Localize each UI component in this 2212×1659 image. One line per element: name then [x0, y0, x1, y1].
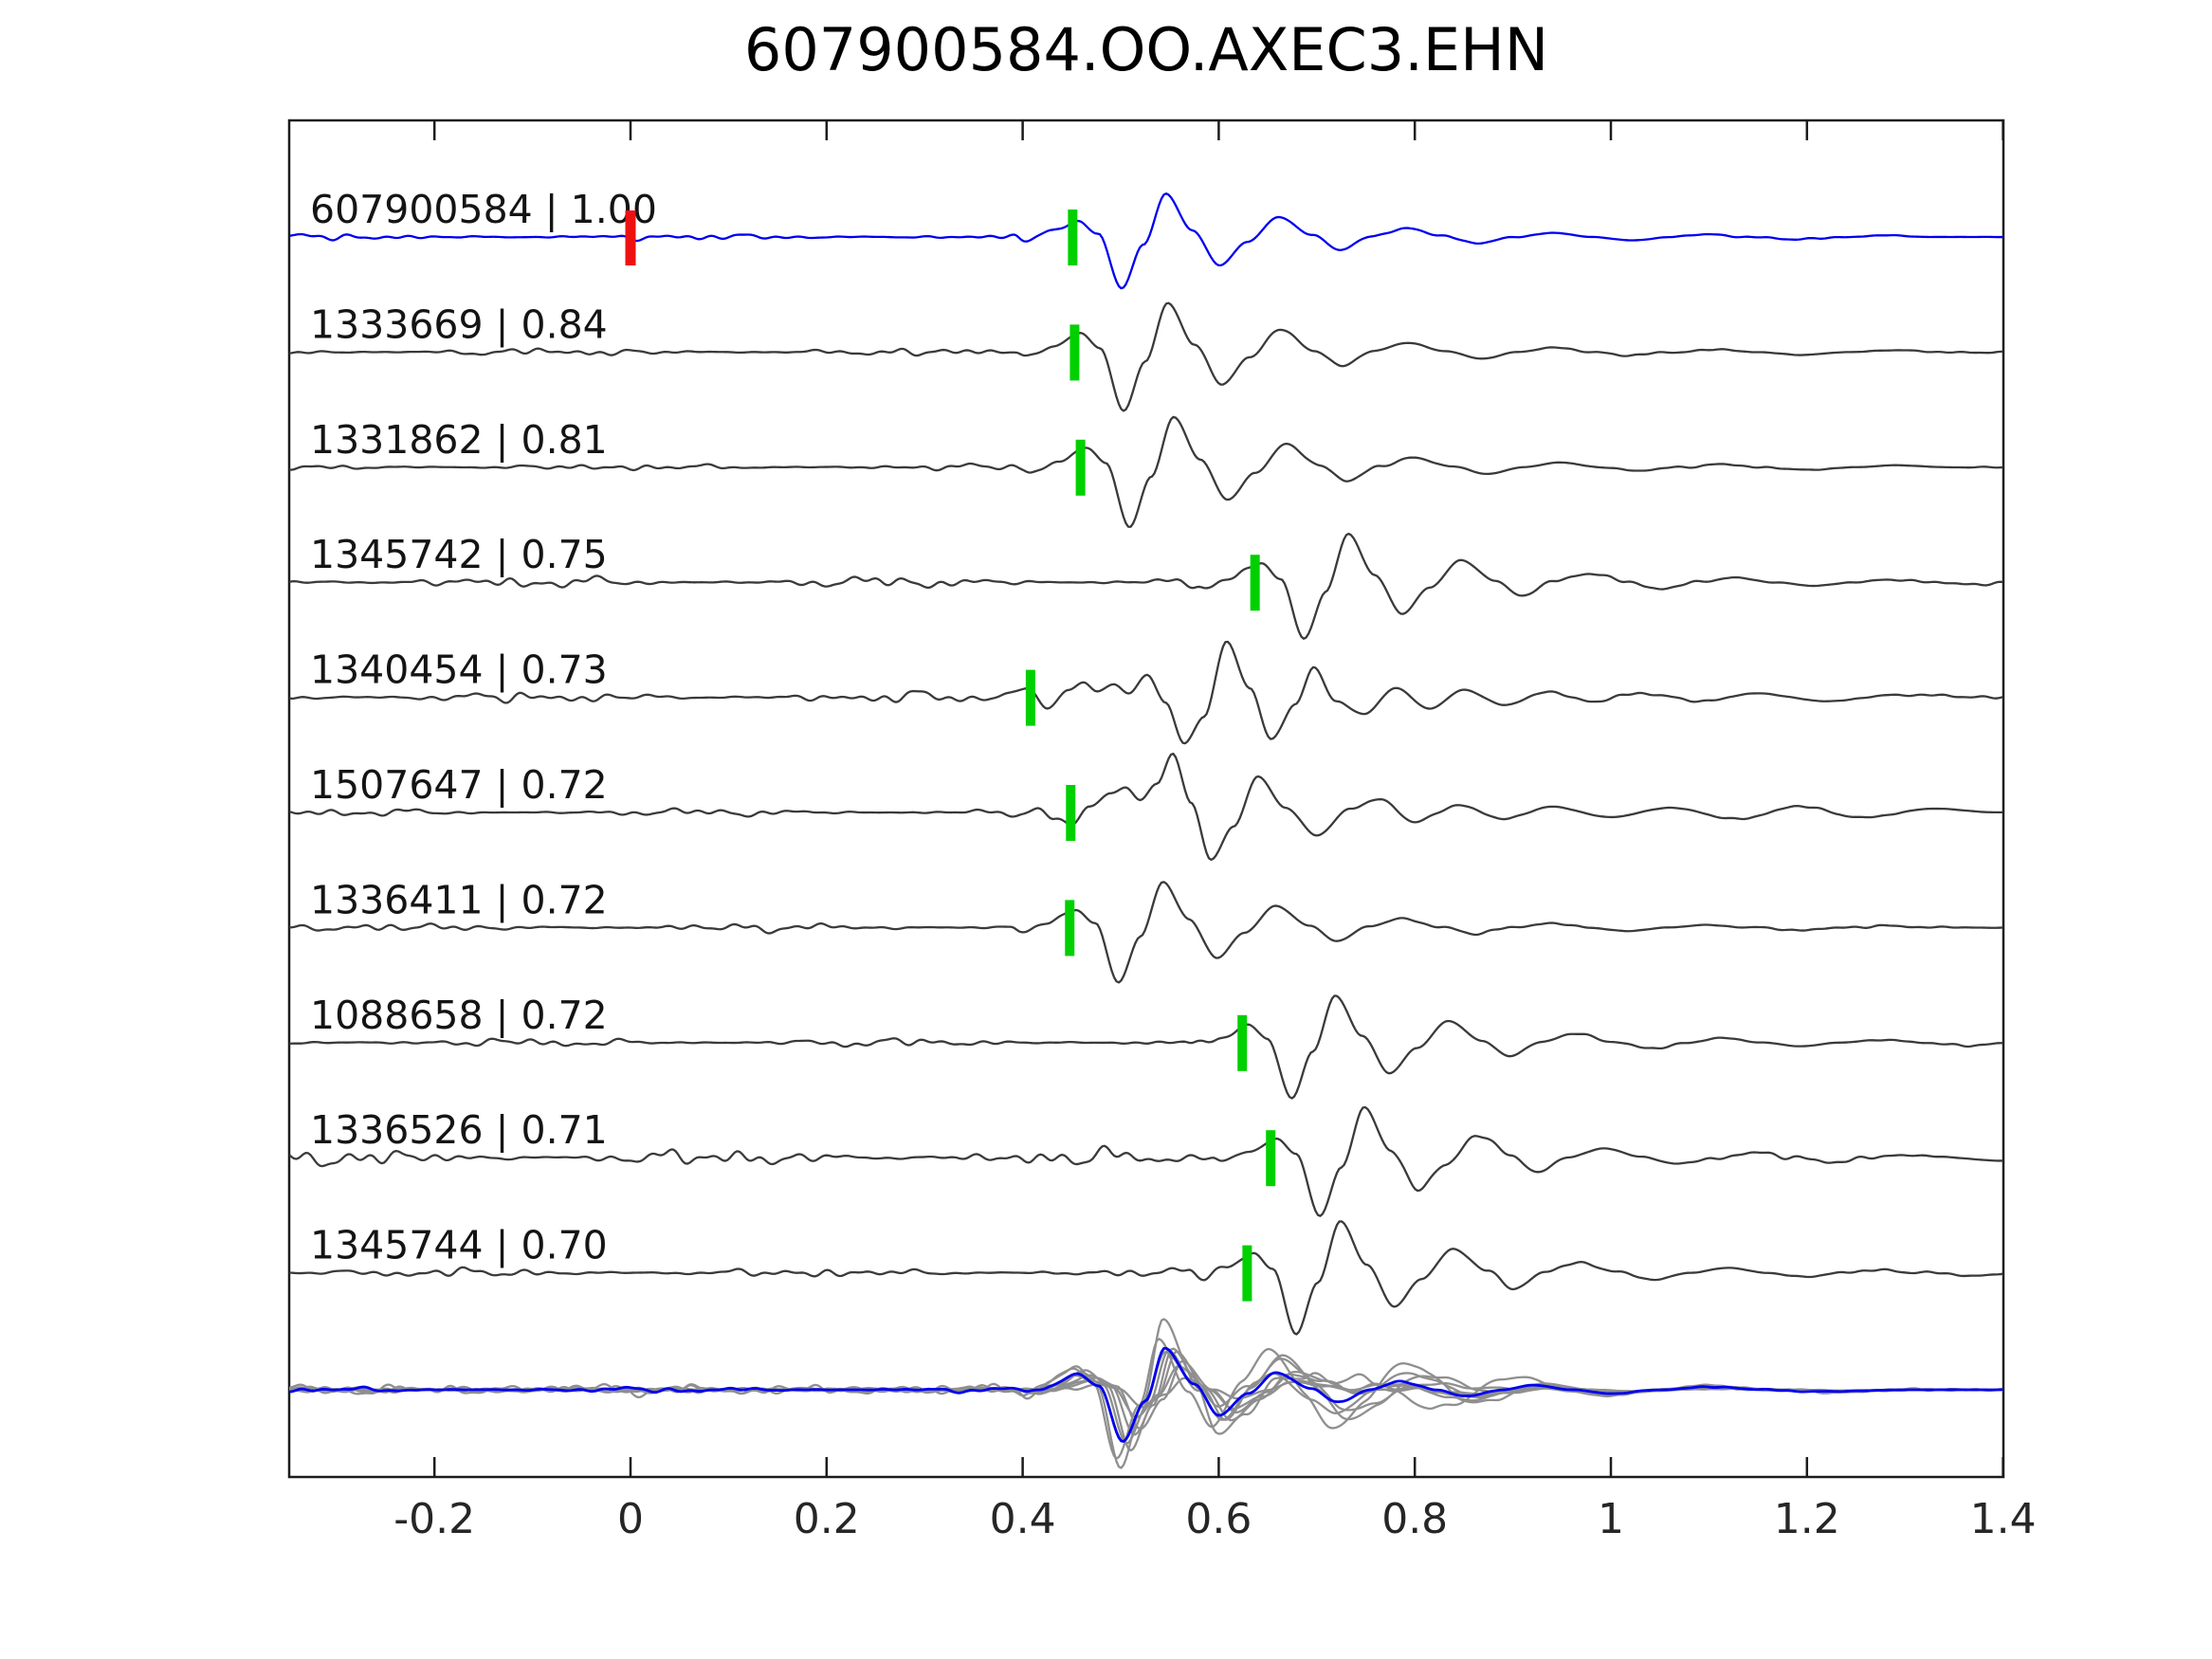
pick-marker-green [1069, 324, 1080, 381]
composite-trace-gray-2 [289, 1350, 2003, 1436]
trace-path-1088658 [289, 994, 2003, 1100]
pick-marker-green [1066, 785, 1076, 841]
trace-path-1345744 [289, 1220, 2003, 1336]
trace-label-1340454: 1340454 | 0.73 [310, 647, 608, 693]
trace-path-1336411 [289, 881, 2003, 984]
composite-trace-gray-8 [289, 1376, 2003, 1409]
x-tick-label: 0 [617, 1495, 644, 1543]
composite-trace-gray-3 [289, 1318, 2003, 1469]
trace-label-1331862: 1331862 | 0.81 [310, 417, 608, 463]
trace-label-1345742: 1345742 | 0.75 [310, 532, 608, 577]
pick-marker-green [1242, 1245, 1252, 1302]
trace-label-1333669: 1333669 | 0.84 [310, 301, 608, 347]
pick-marker-green [1065, 900, 1075, 957]
trace-path-1331862 [289, 415, 2003, 528]
trace-path-1345742 [289, 532, 2003, 640]
trace-path-607900584 [289, 192, 2003, 290]
trace-label-1088658: 1088658 | 0.72 [310, 993, 608, 1038]
figure-title: 607900584.OO.AXEC3.EHN [743, 15, 1549, 84]
trace-label-1336526: 1336526 | 0.71 [310, 1107, 608, 1153]
trace-label-1336411: 1336411 | 0.72 [310, 877, 608, 922]
trace-path-1340454 [289, 640, 2003, 745]
x-tick-label: 1.4 [1970, 1495, 2037, 1543]
trace-path-1336526 [289, 1105, 2003, 1217]
x-tick-label: 1 [1598, 1495, 1624, 1543]
x-tick-label: 0.2 [794, 1495, 860, 1543]
pick-marker-green [1075, 439, 1086, 496]
trace-label-1345744: 1345744 | 0.70 [310, 1223, 608, 1268]
trace-label-607900584: 607900584 | 1.00 [310, 187, 657, 232]
x-tick-label: -0.2 [393, 1495, 475, 1543]
pick-marker-green [1266, 1130, 1276, 1187]
pick-marker-green [1068, 210, 1078, 265]
pick-marker-green [1250, 555, 1260, 611]
pick-marker-green [1025, 669, 1035, 726]
trace-path-1333669 [289, 301, 2003, 412]
composite-trace-blue [289, 1346, 2003, 1443]
x-tick-label: 0.6 [1185, 1495, 1252, 1543]
trace-path-1507647 [289, 752, 2003, 862]
ref-marker-red [625, 210, 636, 265]
x-tick-label: 0.8 [1381, 1495, 1448, 1543]
pick-marker-green [1237, 1014, 1248, 1071]
plot-border [287, 118, 2005, 1479]
x-tick-label: 0.4 [990, 1495, 1056, 1543]
x-tick-label: 1.2 [1774, 1495, 1840, 1543]
trace-label-1507647: 1507647 | 0.72 [310, 762, 608, 808]
